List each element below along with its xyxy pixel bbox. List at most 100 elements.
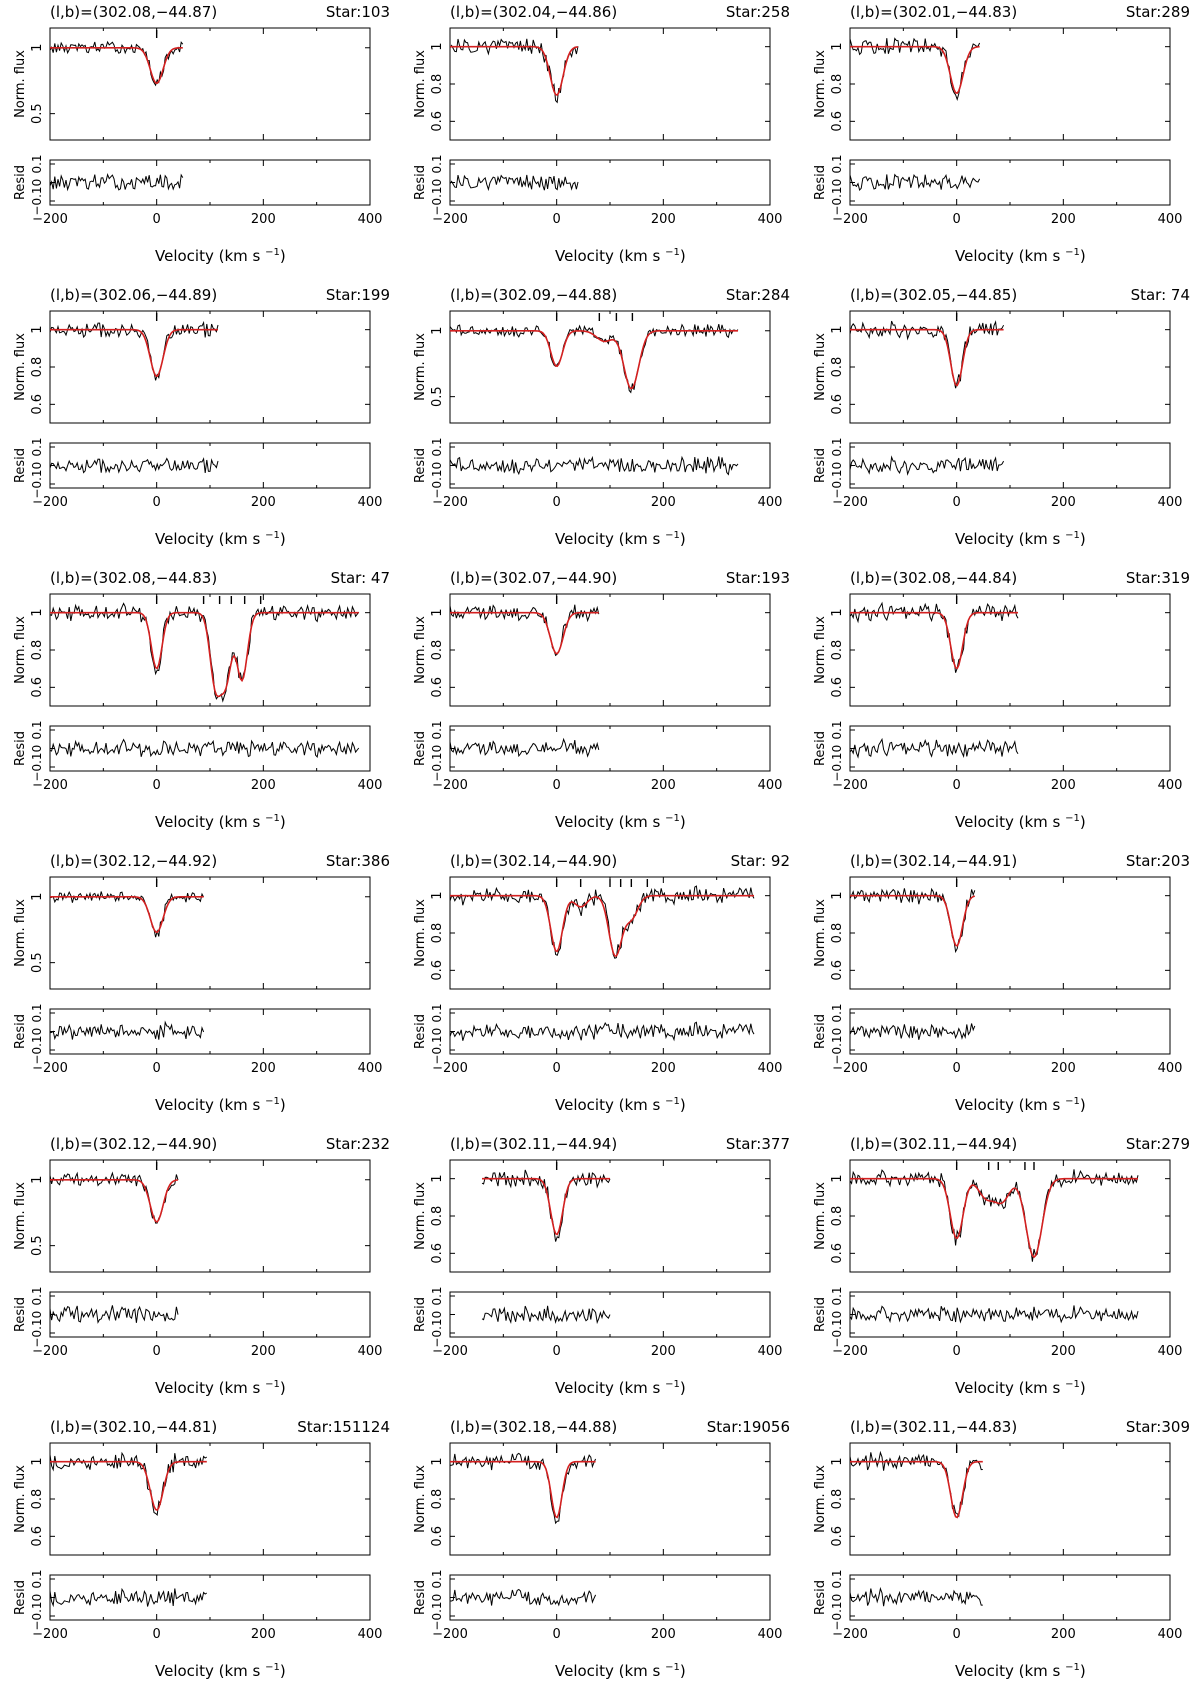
y-axis-label-flux: Norm. flux bbox=[413, 616, 428, 684]
x-tick-label: 200 bbox=[251, 212, 276, 227]
x-tick-label: 400 bbox=[758, 1344, 783, 1359]
x-tick-label: 0 bbox=[153, 1627, 161, 1642]
x-axis-label-exponent: −1 bbox=[665, 247, 680, 258]
x-tick-label: −200 bbox=[432, 1344, 468, 1359]
x-axis-label: Velocity (km s −1) bbox=[555, 247, 686, 265]
flux-ytick-label: 0.6 bbox=[30, 677, 45, 698]
y-axis-label-flux: Norm. flux bbox=[813, 50, 828, 118]
x-axis-label: Velocity (km s −1) bbox=[955, 813, 1086, 831]
x-tick-label: 200 bbox=[1051, 495, 1076, 510]
panel-star-id: Star:377 bbox=[725, 1135, 790, 1153]
y-axis-label-flux: Norm. flux bbox=[413, 1465, 428, 1533]
y-axis-label-flux: Norm. flux bbox=[13, 899, 28, 967]
x-axis-label-exponent: −1 bbox=[1065, 1379, 1080, 1390]
flux-ytick-label: 0.6 bbox=[430, 111, 445, 132]
x-tick-label: −200 bbox=[432, 1061, 468, 1076]
model-fit bbox=[50, 47, 183, 85]
model-fit bbox=[450, 45, 579, 96]
flux-axes-frame bbox=[449, 593, 771, 707]
x-axis-label-text: Velocity (km s bbox=[555, 1662, 666, 1680]
resid-ytick-label: −0.1 bbox=[430, 1318, 444, 1347]
x-tick-label: 0 bbox=[553, 1627, 561, 1642]
resid-ytick-label: −0.1 bbox=[30, 1318, 44, 1347]
x-axis-label-exponent: −1 bbox=[265, 813, 280, 824]
spectrum-panel: (l,b)=(302.12,−44.90) Star:232 Velocity (k… bbox=[10, 1135, 410, 1420]
resid-axes-frame bbox=[49, 1291, 371, 1338]
x-axis-label-text: Velocity (km s bbox=[955, 813, 1066, 831]
x-axis-label-text: Velocity (km s bbox=[155, 247, 266, 265]
y-axis-label-flux: Norm. flux bbox=[13, 616, 28, 684]
flux-ytick-label: 0.5 bbox=[430, 386, 445, 407]
resid-ytick-label: 0.1 bbox=[830, 720, 844, 739]
panel-star-id: Star:103 bbox=[325, 3, 390, 21]
x-axis-label-close: ) bbox=[679, 247, 686, 265]
model-fit bbox=[50, 1179, 179, 1223]
resid-ytick-label: 0.1 bbox=[430, 1286, 444, 1305]
resid-ytick-label: 0 bbox=[430, 1311, 444, 1319]
x-axis-label: Velocity (km s −1) bbox=[155, 813, 286, 831]
model-fit bbox=[482, 1177, 610, 1236]
resid-ytick-label: 0.1 bbox=[830, 154, 844, 173]
y-axis-label-resid: Resid bbox=[413, 731, 428, 766]
resid-axes-frame bbox=[49, 159, 371, 206]
resid-ytick-label: −0.1 bbox=[830, 1035, 844, 1064]
spectrum-panel: (l,b)=(302.08,−44.84) Star:319 Velocity (k… bbox=[810, 569, 1200, 854]
model-fit bbox=[850, 45, 980, 95]
spectrum-panel: (l,b)=(302.08,−44.87) Star:103 Velocity (k… bbox=[10, 3, 410, 288]
x-tick-label: 400 bbox=[758, 1061, 783, 1076]
x-tick-label: −200 bbox=[32, 1061, 68, 1076]
x-axis-label-close: ) bbox=[1079, 1096, 1086, 1114]
flux-ytick-label: 1 bbox=[30, 609, 45, 617]
resid-ytick-label: 0.1 bbox=[430, 1569, 444, 1588]
flux-ytick-label: 1 bbox=[830, 326, 845, 334]
x-tick-label: 200 bbox=[1051, 1061, 1076, 1076]
y-axis-label-resid: Resid bbox=[413, 1014, 428, 1049]
panel-coordinates: (l,b)=(302.07,−44.90) bbox=[450, 569, 618, 587]
panel-coordinates: (l,b)=(302.11,−44.94) bbox=[850, 1135, 1018, 1153]
residuals bbox=[849, 1586, 983, 1607]
y-axis-label-resid: Resid bbox=[13, 165, 28, 200]
resid-ytick-label: −0.1 bbox=[830, 1601, 844, 1630]
residuals bbox=[450, 1588, 597, 1607]
resid-ytick-label: 0 bbox=[830, 179, 844, 187]
residuals bbox=[49, 1587, 208, 1608]
panel-star-id: Star:279 bbox=[1125, 1135, 1190, 1153]
resid-ytick-label: 0 bbox=[830, 1311, 844, 1319]
model-fit bbox=[50, 328, 218, 378]
x-tick-label: 0 bbox=[953, 1061, 961, 1076]
panel-coordinates: (l,b)=(302.10,−44.81) bbox=[50, 1418, 218, 1436]
x-tick-label: 0 bbox=[153, 778, 161, 793]
panel-coordinates: (l,b)=(302.08,−44.84) bbox=[850, 569, 1018, 587]
x-tick-label: −200 bbox=[432, 778, 468, 793]
y-axis-label-flux: Norm. flux bbox=[813, 1465, 828, 1533]
spectrum-panel: (l,b)=(302.04,−44.86) Star:258 Velocity (k… bbox=[410, 3, 810, 288]
x-axis-label: Velocity (km s −1) bbox=[555, 530, 686, 548]
flux-ytick-label: 0.8 bbox=[430, 923, 445, 944]
x-tick-label: 200 bbox=[251, 1061, 276, 1076]
resid-ytick-label: 0 bbox=[830, 1028, 844, 1036]
flux-axes-frame bbox=[449, 1159, 771, 1273]
x-tick-label: 0 bbox=[953, 1344, 961, 1359]
x-tick-label: 200 bbox=[651, 1061, 676, 1076]
x-axis-label: Velocity (km s −1) bbox=[155, 1379, 286, 1397]
model-fit bbox=[450, 330, 738, 390]
resid-ytick-label: −0.1 bbox=[30, 186, 44, 215]
resid-ytick-label: 0 bbox=[830, 745, 844, 753]
resid-ytick-label: −0.1 bbox=[430, 1601, 444, 1630]
x-tick-label: 0 bbox=[553, 1061, 561, 1076]
spectrum-panel: (l,b)=(302.12,−44.92) Star:386 Velocity (k… bbox=[10, 852, 410, 1137]
flux-ytick-label: 1 bbox=[430, 1175, 445, 1183]
x-tick-label: 200 bbox=[1051, 778, 1076, 793]
x-tick-label: 400 bbox=[758, 1627, 783, 1642]
panel-star-id: Star:203 bbox=[1125, 852, 1190, 870]
resid-ytick-label: 0.1 bbox=[430, 437, 444, 456]
flux-ytick-label: 1 bbox=[30, 893, 45, 901]
resid-axes-frame bbox=[49, 725, 371, 772]
x-tick-label: −200 bbox=[832, 1627, 868, 1642]
x-axis-label: Velocity (km s −1) bbox=[555, 1379, 686, 1397]
y-axis-label-resid: Resid bbox=[813, 731, 828, 766]
observed-spectrum bbox=[849, 1169, 1139, 1262]
x-tick-label: 0 bbox=[953, 1627, 961, 1642]
flux-ytick-label: 0.6 bbox=[430, 1243, 445, 1264]
